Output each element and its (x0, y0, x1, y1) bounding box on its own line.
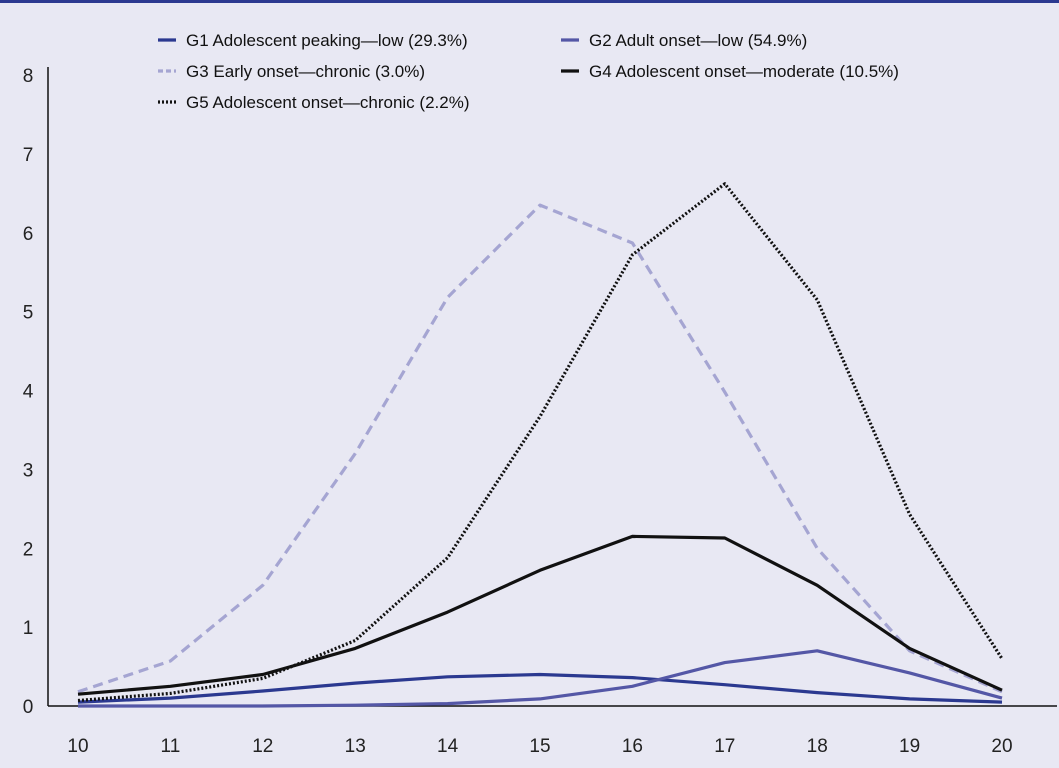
legend-item-g3: G3 Early onset—chronic (3.0%) (158, 62, 425, 81)
legend: G1 Adolescent peaking—low (29.3%) G2 Adul… (158, 31, 899, 112)
x-tick-label: 14 (437, 736, 459, 757)
legend-label: G1 Adolescent peaking—low (29.3%) (186, 31, 468, 50)
y-tick-label: 0 (23, 697, 34, 718)
y-tick-label: 5 (23, 303, 34, 324)
x-axis-ticks: 10 11 12 13 14 15 16 17 18 19 20 (67, 736, 1012, 757)
y-tick-label: 4 (23, 382, 34, 403)
y-tick-label: 6 (23, 224, 34, 245)
x-tick-label: 10 (67, 736, 88, 757)
legend-label: G3 Early onset—chronic (3.0%) (186, 62, 425, 81)
axes (47, 67, 1057, 707)
x-tick-label: 20 (991, 736, 1012, 757)
top-rule (0, 0, 1059, 3)
legend-label: G4 Adolescent onset—moderate (10.5%) (589, 62, 899, 81)
series-lines (77, 182, 1004, 708)
x-tick-label: 19 (899, 736, 920, 757)
y-tick-label: 1 (23, 618, 34, 639)
y-tick-label: 3 (23, 460, 34, 481)
legend-label: G2 Adult onset—low (54.9%) (589, 31, 807, 50)
series-line-g3 (77, 203, 1003, 694)
x-tick-label: 17 (714, 736, 735, 757)
x-tick-label: 13 (345, 736, 366, 757)
x-tick-label: 18 (807, 736, 828, 757)
y-tick-label: 8 (23, 66, 34, 87)
series-line-g5 (77, 182, 1004, 703)
x-tick-label: 16 (622, 736, 643, 757)
series-line-g2 (78, 649, 1003, 708)
x-tick-label: 11 (161, 736, 181, 757)
legend-item-g1: G1 Adolescent peaking—low (29.3%) (158, 31, 468, 50)
legend-item-g4: G4 Adolescent onset—moderate (10.5%) (561, 62, 899, 81)
y-tick-label: 7 (23, 145, 34, 166)
x-tick-label: 15 (529, 736, 550, 757)
legend-item-g2: G2 Adult onset—low (54.9%) (561, 31, 807, 50)
legend-item-g5: G5 Adolescent onset—chronic (2.2%) (158, 93, 469, 112)
legend-label: G5 Adolescent onset—chronic (2.2%) (186, 93, 469, 112)
series-line-g4 (77, 534, 1003, 696)
x-tick-label: 12 (252, 736, 273, 757)
y-tick-label: 2 (23, 539, 34, 560)
y-axis-ticks: 0 1 2 3 4 5 6 7 8 (23, 66, 34, 718)
